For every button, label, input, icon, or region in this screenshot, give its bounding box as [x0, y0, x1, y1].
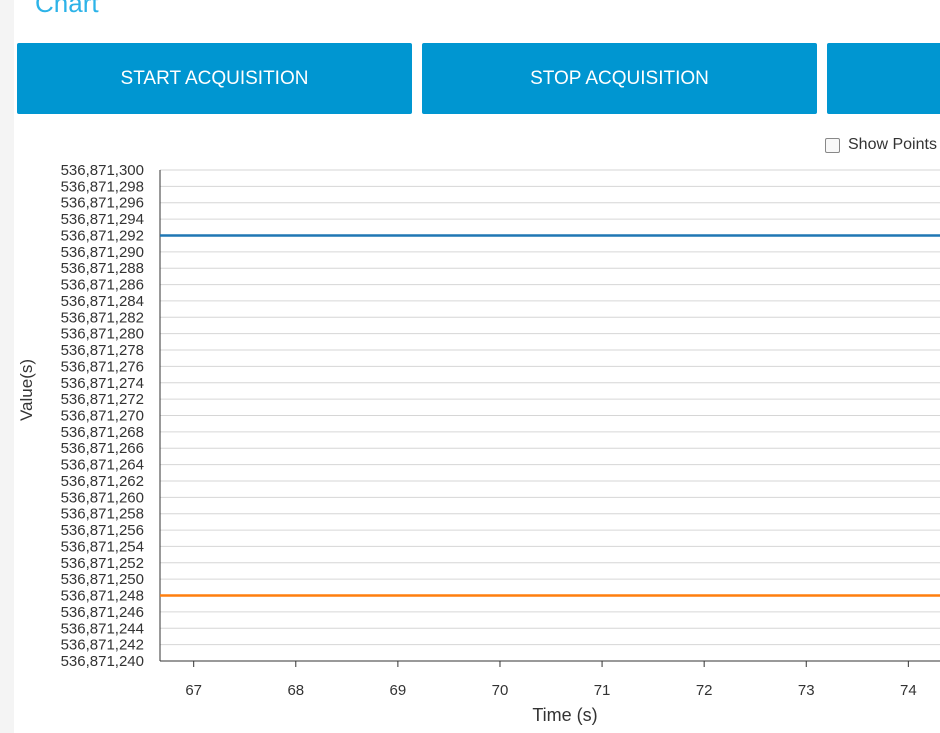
- start-button[interactable]: START ACQUISITION: [17, 43, 412, 114]
- x-tick-label: 73: [798, 682, 815, 699]
- x-tick-label: 74: [900, 682, 917, 699]
- y-tick-label: 536,871,248: [61, 588, 144, 605]
- y-tick-label: 536,871,252: [61, 555, 144, 572]
- y-tick-label: 536,871,296: [61, 195, 144, 212]
- y-tick-label: 536,871,244: [61, 620, 144, 637]
- checkbox-label[interactable]: Show Points: [848, 136, 937, 153]
- x-tick-label: 71: [594, 682, 611, 699]
- y-tick-label: 536,871,284: [61, 293, 144, 310]
- y-tick-label: 536,871,274: [61, 375, 144, 392]
- y-tick-label: 536,871,298: [61, 178, 144, 195]
- y-tick-label: 536,871,264: [61, 457, 144, 474]
- checkbox-box[interactable]: [825, 137, 840, 153]
- y-tick-label: 536,871,292: [61, 227, 144, 244]
- x-tick-label: 70: [492, 682, 509, 699]
- x-tick-label: 68: [287, 682, 304, 699]
- y-tick-label: 536,871,240: [61, 653, 144, 670]
- y-tick-label: 536,871,276: [61, 358, 144, 375]
- y-tick-label: 536,871,282: [61, 309, 144, 326]
- side-stripe: [0, 0, 14, 733]
- y-tick-label: 536,871,258: [61, 506, 144, 523]
- x-tick-label: 69: [390, 682, 407, 699]
- y-tick-label: 536,871,294: [61, 211, 144, 228]
- y-tick-label: 536,871,272: [61, 391, 144, 408]
- y-tick-label: 536,871,300: [61, 162, 144, 179]
- y-tick-label: 536,871,242: [61, 637, 144, 654]
- y-tick-label: 536,871,266: [61, 440, 144, 457]
- y-tick-label: 536,871,250: [61, 571, 144, 588]
- y-tick-label: 536,871,268: [61, 424, 144, 441]
- y-tick-label: 536,871,256: [61, 522, 144, 539]
- stop-button[interactable]: STOP ACQUISITION: [422, 43, 817, 114]
- y-tick-label: 536,871,260: [61, 489, 144, 506]
- y-tick-label: 536,871,246: [61, 604, 144, 621]
- x-axis-label: Time (s): [532, 705, 597, 725]
- y-tick-label: 536,871,262: [61, 473, 144, 490]
- y-tick-label: 536,871,270: [61, 408, 144, 425]
- x-tick-label: 72: [696, 682, 713, 699]
- y-tick-label: 536,871,286: [61, 277, 144, 294]
- y-tick-label: 536,871,280: [61, 326, 144, 343]
- y-tick-label: 536,871,278: [61, 342, 144, 359]
- y-tick-label: 536,871,288: [61, 260, 144, 277]
- y-axis-label: Value(s): [17, 359, 36, 421]
- y-tick-label: 536,871,254: [61, 538, 144, 555]
- x-tick-label: 67: [185, 682, 202, 699]
- show-points-checkbox[interactable]: Show Points: [825, 136, 937, 154]
- page-title: Chart: [35, 0, 99, 18]
- button[interactable]: [827, 43, 940, 114]
- y-tick-label: 536,871,290: [61, 244, 144, 261]
